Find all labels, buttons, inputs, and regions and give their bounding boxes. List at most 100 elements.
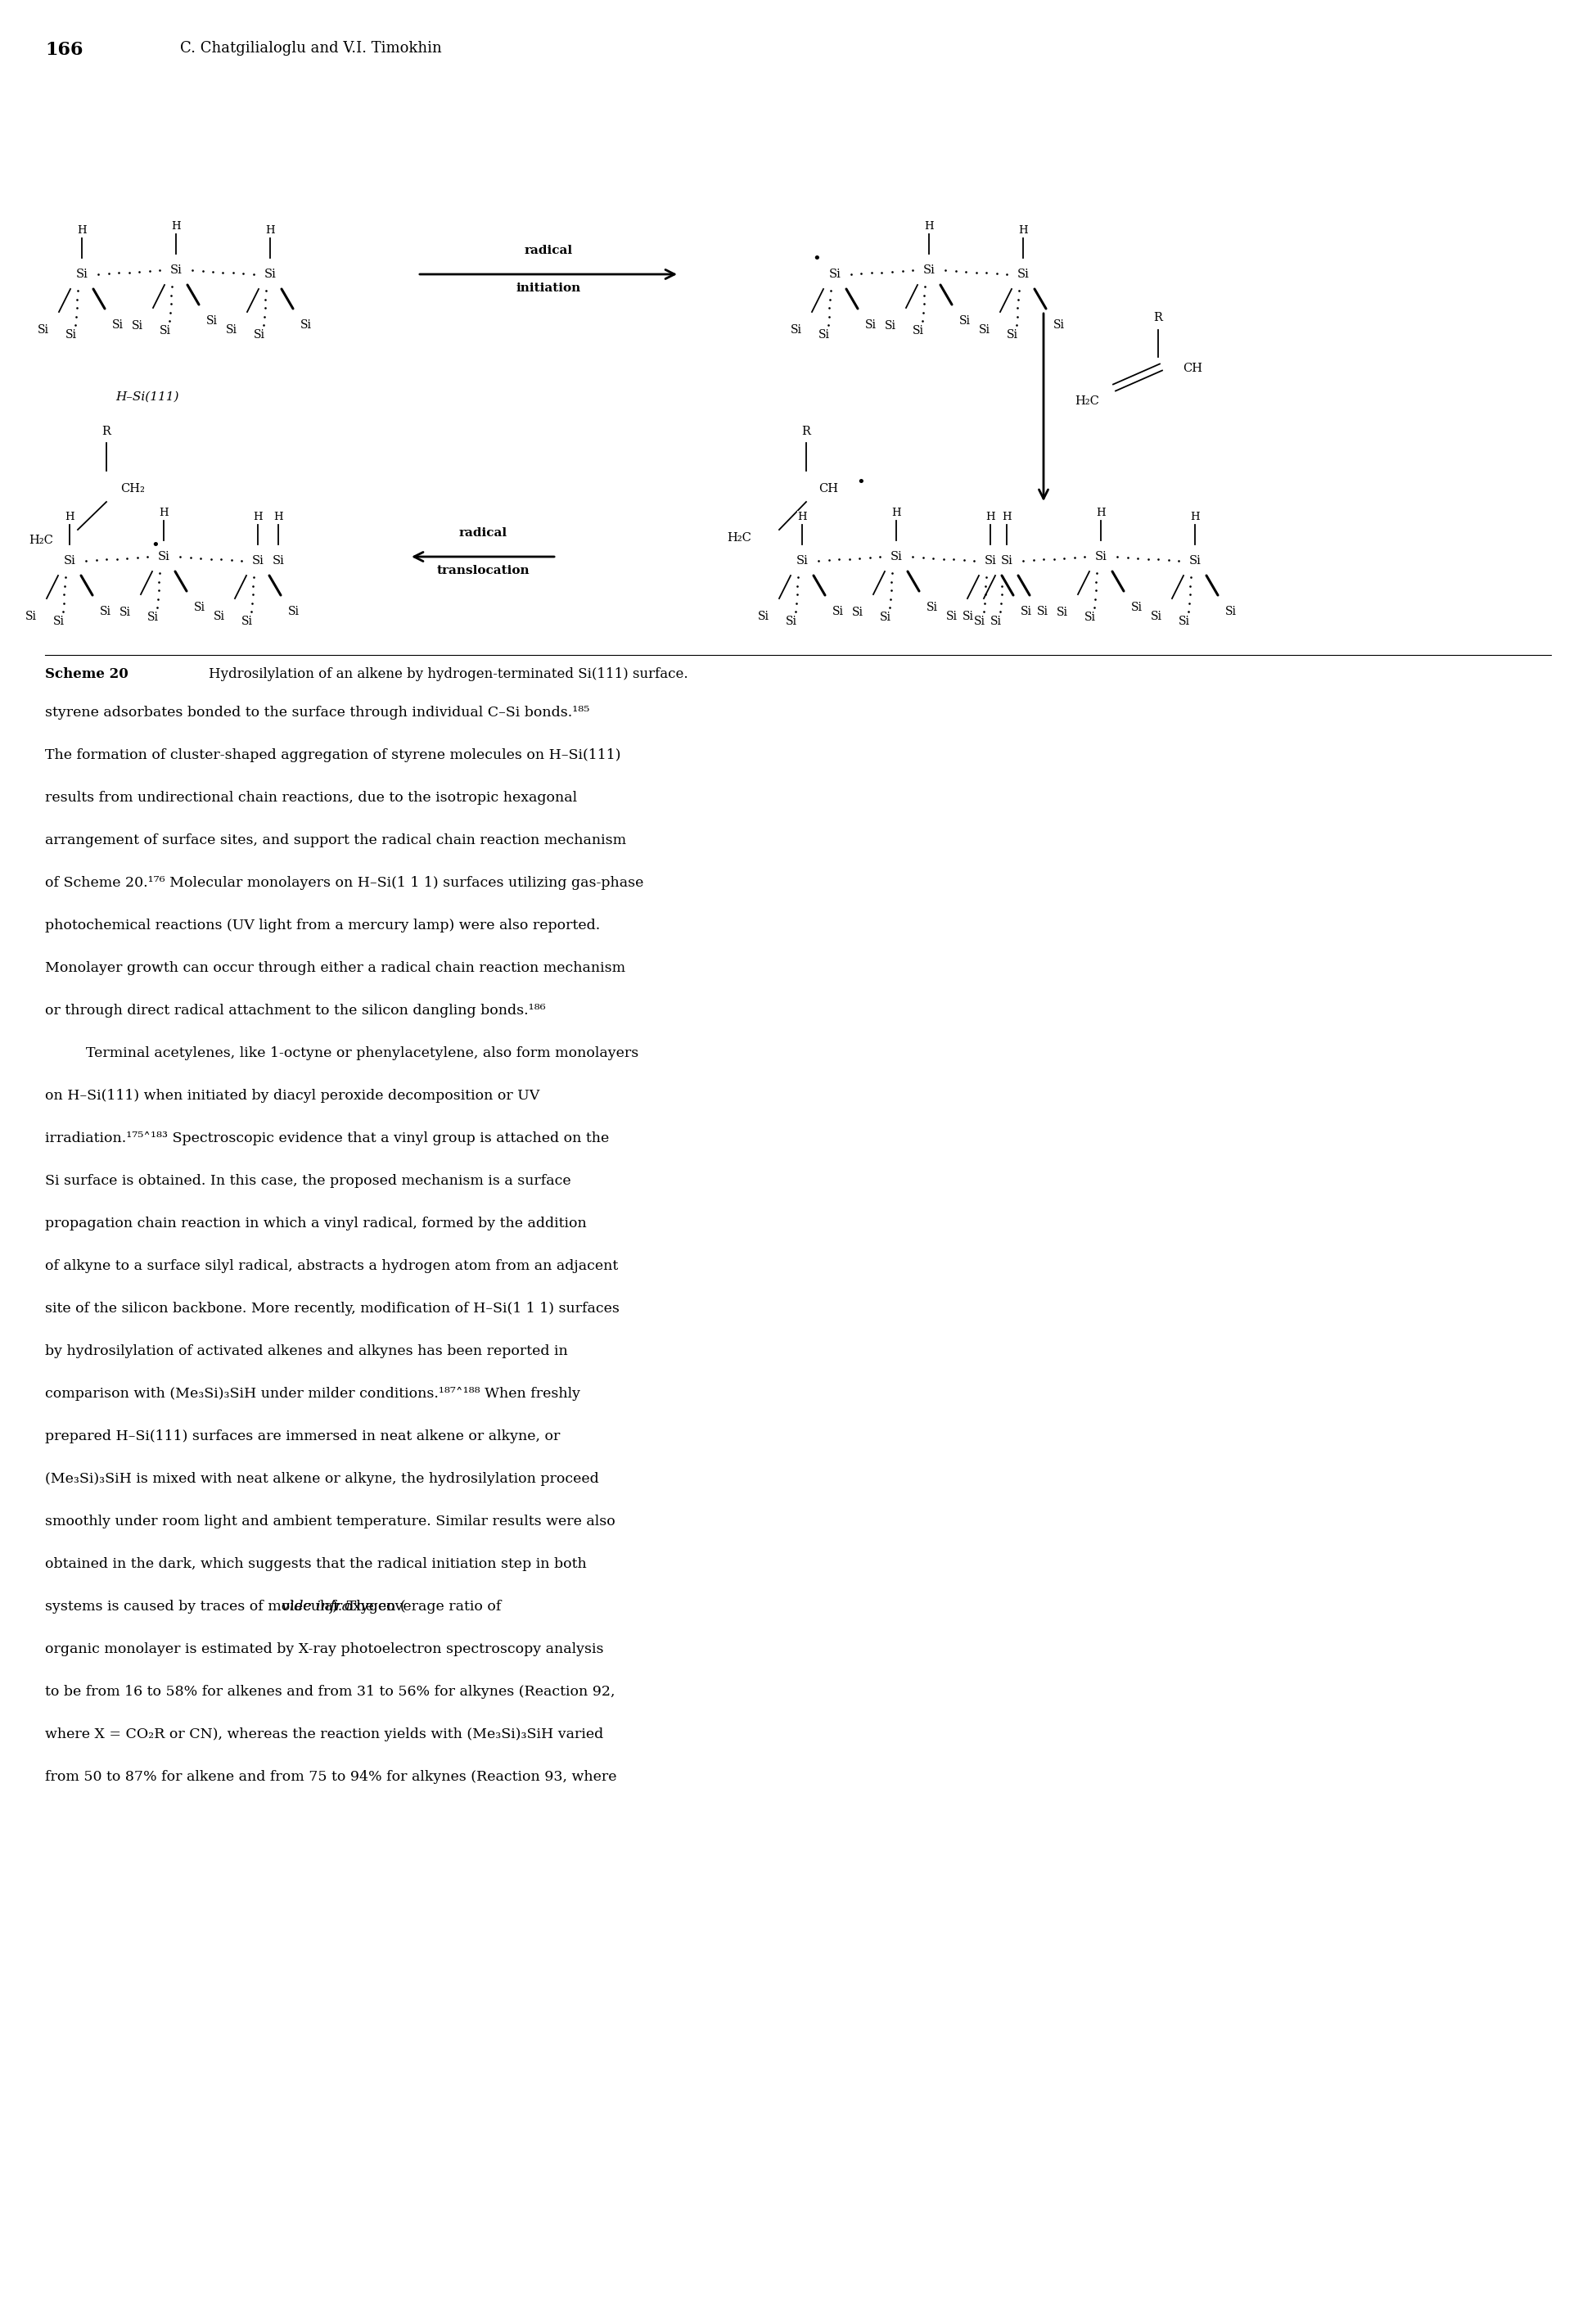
Text: H: H [65, 511, 75, 522]
Text: Si: Si [214, 610, 225, 622]
Text: prepared H–Si(111) surfaces are immersed in neat alkene or alkyne, or: prepared H–Si(111) surfaces are immersed… [45, 1430, 560, 1444]
Text: Si: Si [1189, 555, 1202, 566]
Text: or through direct radical attachment to the silicon dangling bonds.¹⁸⁶: or through direct radical attachment to … [45, 1003, 546, 1017]
Text: •: • [857, 476, 865, 490]
Text: photochemical reactions (UV light from a mercury lamp) were also reported.: photochemical reactions (UV light from a… [45, 919, 600, 933]
Text: Si: Si [959, 316, 970, 327]
Text: H₂C: H₂C [29, 534, 53, 545]
Text: Si: Si [1007, 330, 1018, 341]
Text: Si: Si [158, 550, 169, 562]
Text: Si: Si [132, 320, 144, 332]
Text: Si: Si [879, 610, 891, 622]
Text: Si: Si [974, 615, 985, 627]
Text: irradiation.¹⁷⁵˄¹⁸³ Spectroscopic evidence that a vinyl group is attached on the: irradiation.¹⁷⁵˄¹⁸³ Spectroscopic eviden… [45, 1130, 610, 1144]
Text: to be from 16 to 58% for alkenes and from 31 to 56% for alkynes (Reaction 92,: to be from 16 to 58% for alkenes and fro… [45, 1685, 614, 1699]
Text: H: H [1096, 508, 1106, 518]
Text: Si: Si [790, 325, 803, 337]
Text: H: H [1002, 511, 1012, 522]
Text: arrangement of surface sites, and support the radical chain reaction mechanism: arrangement of surface sites, and suppor… [45, 833, 626, 847]
Text: Si: Si [300, 320, 311, 332]
Text: R: R [1154, 311, 1162, 323]
Text: H: H [986, 511, 994, 522]
Text: Si: Si [1020, 606, 1033, 617]
Text: Si: Si [991, 615, 1002, 627]
Text: initiation: initiation [516, 283, 581, 295]
Text: Si: Si [796, 555, 808, 566]
Text: Si: Si [53, 615, 65, 627]
Text: Si surface is obtained. In this case, the proposed mechanism is a surface: Si surface is obtained. In this case, th… [45, 1174, 571, 1188]
Text: Si: Si [927, 601, 938, 613]
Text: of alkyne to a surface silyl radical, abstracts a hydrogen atom from an adjacent: of alkyne to a surface silyl radical, ab… [45, 1258, 618, 1272]
Text: Si: Si [1084, 610, 1096, 622]
Text: Si: Si [1095, 550, 1108, 562]
Text: Si: Si [852, 606, 863, 617]
Text: Si: Si [1057, 606, 1068, 617]
Text: H: H [77, 225, 86, 234]
Text: Hydrosilylation of an alkene by hydrogen-terminated Si(111) surface.: Hydrosilylation of an alkene by hydrogen… [209, 666, 688, 680]
Text: Si: Si [120, 606, 131, 617]
Text: Si: Si [1151, 610, 1162, 622]
Text: results from undirectional chain reactions, due to the isotropic hexagonal: results from undirectional chain reactio… [45, 791, 578, 805]
Text: of Scheme 20.¹⁷⁶ Molecular monolayers on H–Si(1 1 1) surfaces utilizing gas-phas: of Scheme 20.¹⁷⁶ Molecular monolayers on… [45, 875, 643, 889]
Text: H: H [1018, 225, 1028, 234]
Text: H: H [160, 508, 169, 518]
Text: Si: Si [913, 325, 924, 337]
Text: H: H [1191, 511, 1200, 522]
Text: Si: Si [273, 555, 284, 566]
Text: styrene adsorbates bonded to the surface through individual C–Si bonds.¹⁸⁵: styrene adsorbates bonded to the surface… [45, 706, 589, 720]
Text: Si: Si [1053, 320, 1065, 332]
Text: The formation of cluster-shaped aggregation of styrene molecules on H–Si(111): The formation of cluster-shaped aggregat… [45, 747, 621, 761]
Text: Si: Si [241, 615, 252, 627]
Text: Si: Si [946, 610, 958, 622]
Text: Si: Si [884, 320, 897, 332]
Text: (Me₃Si)₃SiH is mixed with neat alkene or alkyne, the hydrosilylation proceed: (Me₃Si)₃SiH is mixed with neat alkene or… [45, 1472, 598, 1485]
Text: Si: Si [833, 606, 844, 617]
Text: H–Si(111): H–Si(111) [115, 392, 179, 404]
Text: H: H [273, 511, 282, 522]
Text: Scheme 20: Scheme 20 [45, 666, 128, 680]
Text: H₂C: H₂C [726, 532, 752, 543]
Text: R: R [801, 425, 811, 436]
Text: radical: radical [523, 244, 573, 255]
Text: where X = CO₂R or CN), whereas the reaction yields with (Me₃Si)₃SiH varied: where X = CO₂R or CN), whereas the react… [45, 1727, 603, 1741]
Text: Si: Si [112, 320, 123, 332]
Text: systems is caused by traces of molecular oxygen (: systems is caused by traces of molecular… [45, 1599, 405, 1613]
Text: Monolayer growth can occur through either a radical chain reaction mechanism: Monolayer growth can occur through eithe… [45, 961, 626, 975]
Text: H: H [892, 508, 902, 518]
Text: Si: Si [819, 330, 830, 341]
Text: Si: Si [254, 330, 265, 341]
Text: Si: Si [1132, 601, 1143, 613]
Text: CH: CH [819, 483, 838, 494]
Text: H: H [924, 220, 934, 232]
Text: Si: Si [101, 606, 112, 617]
Text: Si: Si [227, 325, 238, 337]
Text: Si: Si [1037, 606, 1049, 617]
Text: Si: Si [785, 615, 796, 627]
Text: translocation: translocation [436, 564, 530, 576]
Text: Si: Si [758, 610, 769, 622]
Text: Si: Si [64, 555, 75, 566]
Text: Si: Si [978, 325, 991, 337]
Text: Si: Si [160, 325, 171, 337]
Text: R: R [102, 425, 110, 436]
Text: on H–Si(111) when initiated by diacyl peroxide decomposition or UV: on H–Si(111) when initiated by diacyl pe… [45, 1089, 539, 1102]
Text: CH: CH [1183, 362, 1202, 374]
Text: C. Chatgilialoglu and V.I. Timokhin: C. Chatgilialoglu and V.I. Timokhin [180, 42, 442, 56]
Text: H: H [171, 220, 180, 232]
Text: site of the silicon backbone. More recently, modification of H–Si(1 1 1) surface: site of the silicon backbone. More recen… [45, 1302, 619, 1316]
Text: Si: Si [289, 606, 300, 617]
Text: Si: Si [865, 320, 876, 332]
Text: Si: Si [1017, 269, 1029, 281]
Text: H: H [265, 225, 275, 234]
Text: vide infra: vide infra [281, 1599, 350, 1613]
Text: Si: Si [922, 265, 935, 276]
Text: Si: Si [263, 269, 276, 281]
Text: Terminal acetylenes, like 1-octyne or phenylacetylene, also form monolayers: Terminal acetylenes, like 1-octyne or ph… [86, 1047, 638, 1061]
Text: CH₂: CH₂ [120, 483, 145, 494]
Text: Si: Si [1001, 555, 1013, 566]
Text: Si: Si [828, 269, 841, 281]
Text: ). The coverage ratio of: ). The coverage ratio of [332, 1599, 501, 1613]
Text: Si: Si [1178, 615, 1191, 627]
Text: organic monolayer is estimated by X-ray photoelectron spectroscopy analysis: organic monolayer is estimated by X-ray … [45, 1641, 603, 1655]
Text: Si: Si [985, 555, 996, 566]
